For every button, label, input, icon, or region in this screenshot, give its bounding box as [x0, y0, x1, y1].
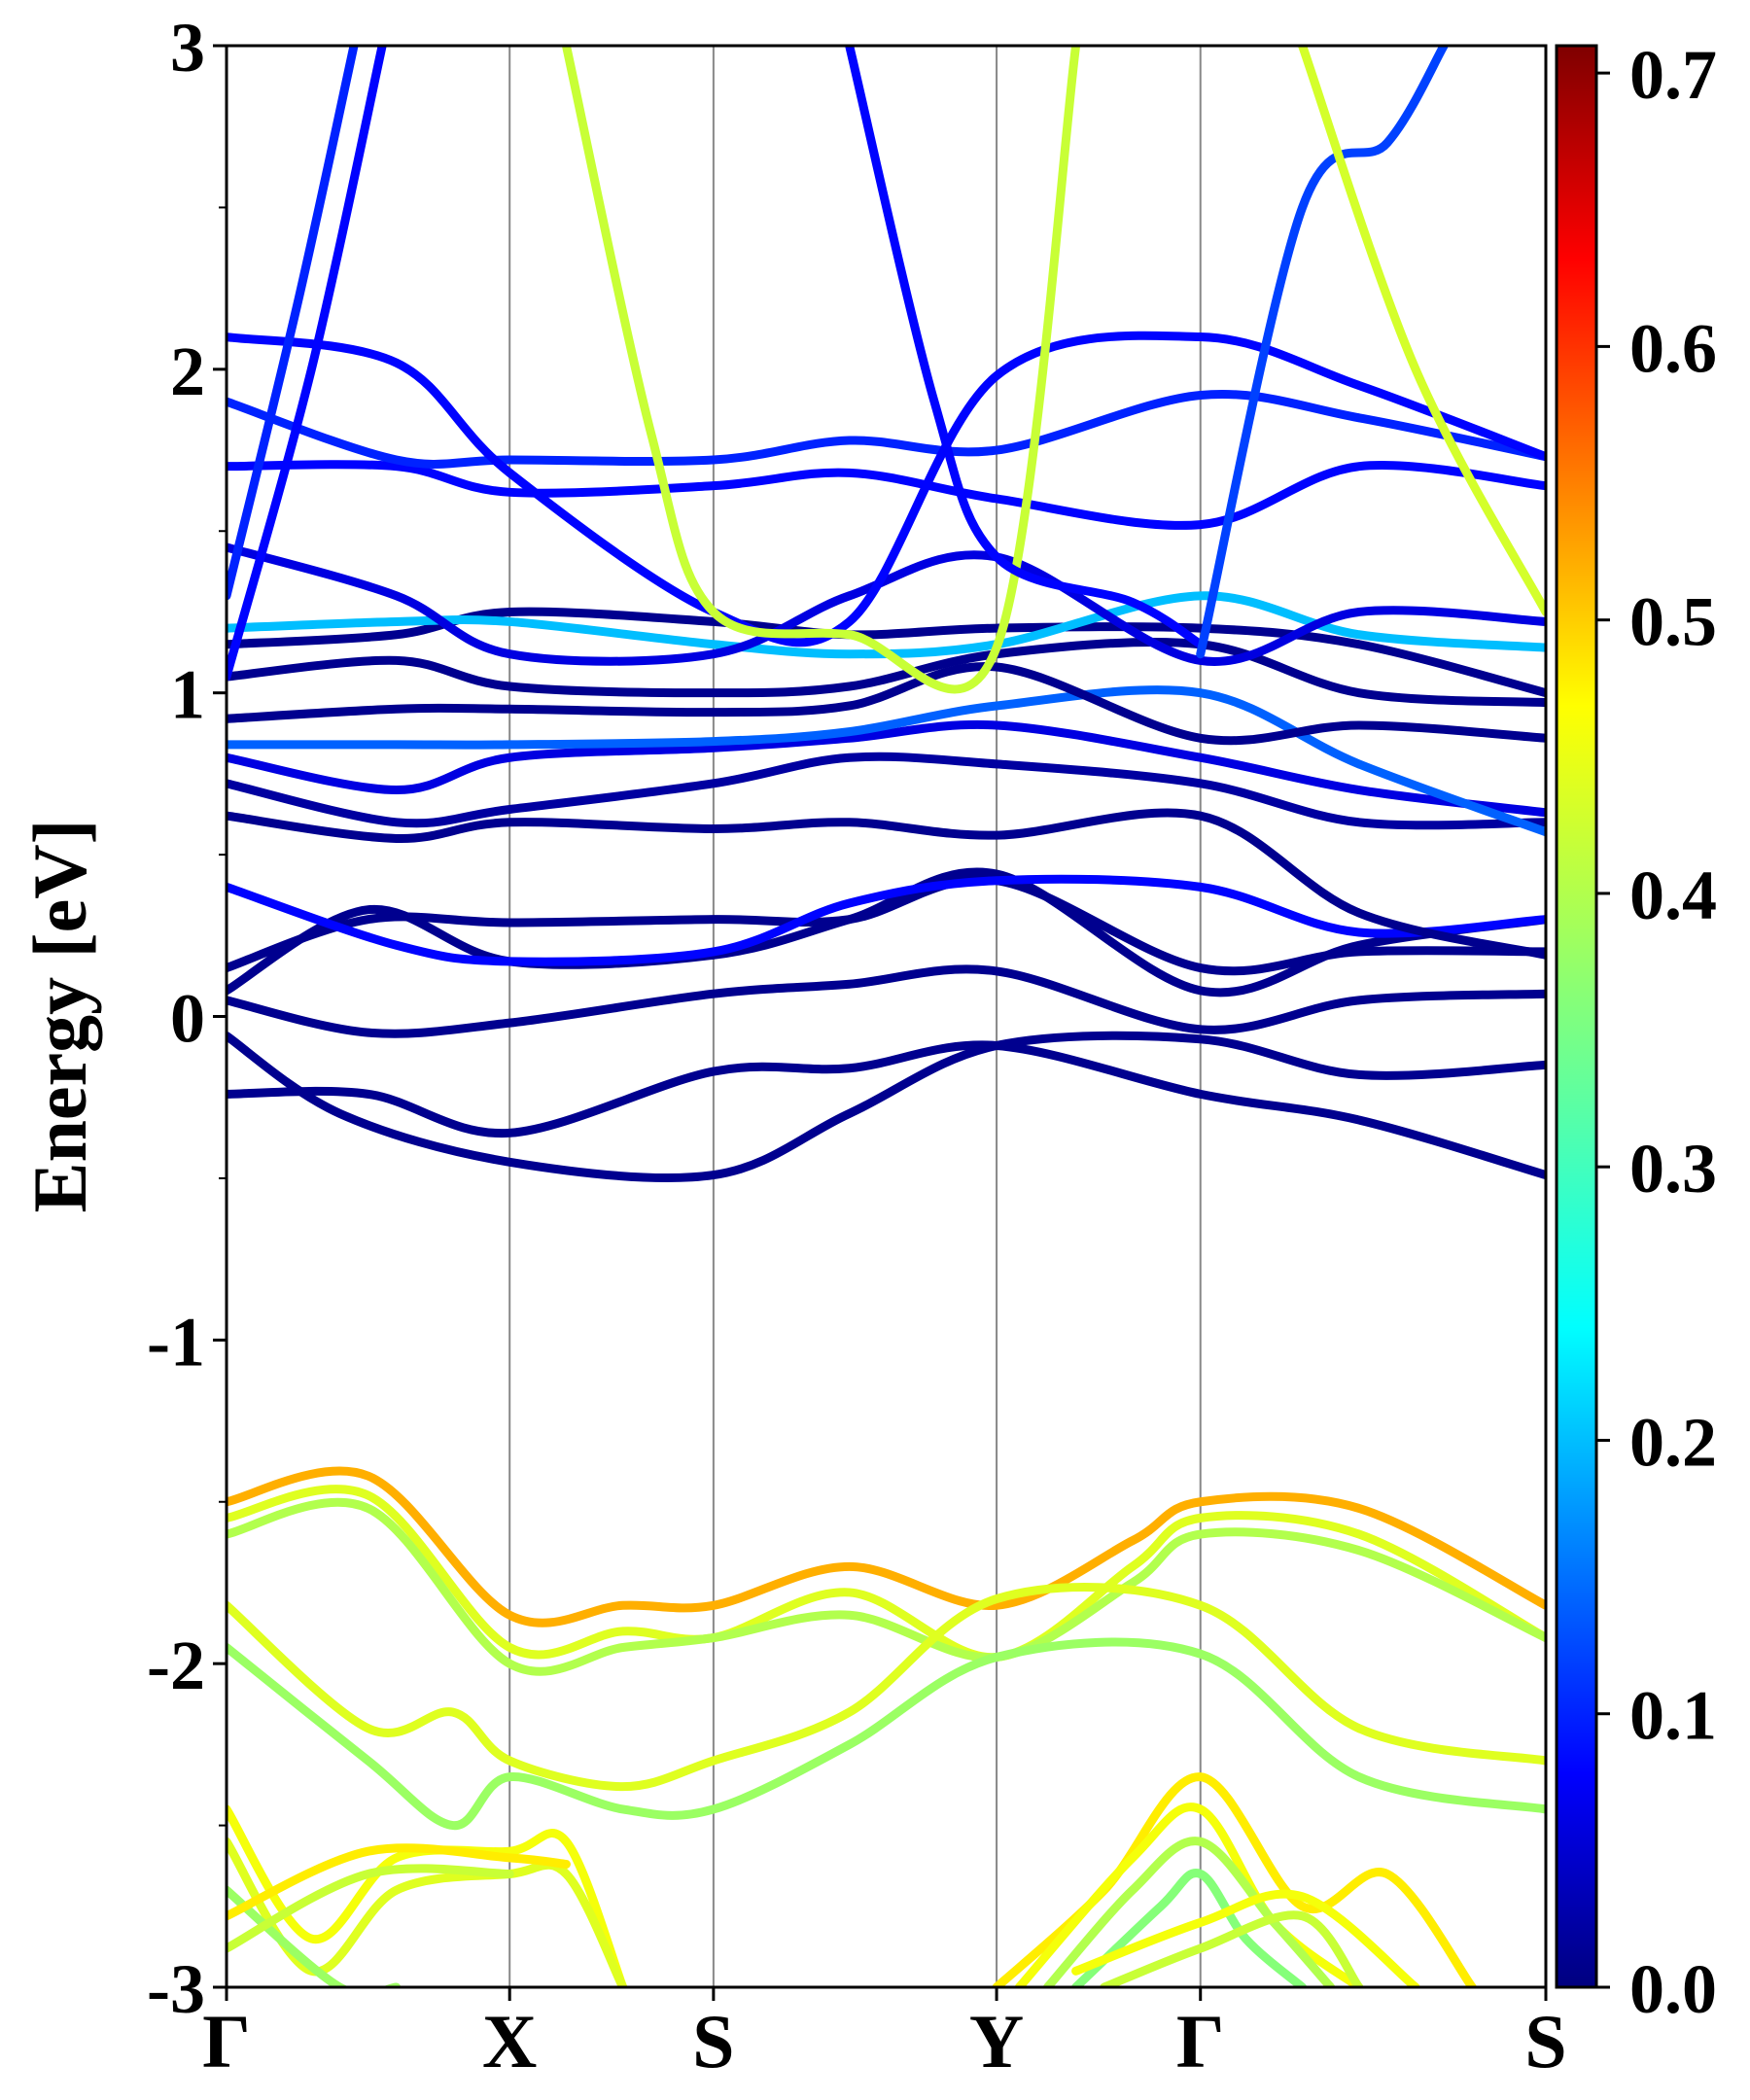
colorbar: 0.0 0.1 0.2 0.3 0.4 0.5 0.6 0.7	[1555, 36, 1717, 2028]
y-tick-label: 0	[170, 980, 205, 1058]
band-line	[845, 46, 1206, 649]
y-axis-label: Energy [eV]	[18, 819, 102, 1212]
y-tick-label: -1	[147, 1303, 205, 1381]
band-line	[227, 1885, 402, 1987]
y-axis-ticks: 3 2 1 0 -1 -2 -3	[147, 9, 227, 2028]
colorbar-tick-label: 0.7	[1629, 36, 1717, 114]
band-line	[227, 752, 1546, 830]
band-line	[227, 1040, 1546, 1180]
band-line	[227, 389, 1546, 469]
band-line	[227, 46, 359, 601]
band-line	[227, 1485, 1546, 1662]
band-line	[227, 331, 1546, 648]
colorbar-tick-label: 0.4	[1629, 857, 1717, 934]
band-line	[1100, 1910, 1364, 1987]
band-line	[227, 1637, 1546, 1831]
band-lines	[227, 46, 1546, 1987]
band-line	[227, 1864, 514, 1953]
band-line	[227, 542, 1546, 666]
y-tick-label: -3	[147, 1950, 205, 2028]
band-line	[227, 874, 1546, 966]
x-tick-label: X	[482, 1999, 537, 2083]
band-line	[227, 719, 1546, 818]
colorbar-ticks: 0.0 0.1 0.2 0.3 0.4 0.5 0.6 0.7	[1596, 36, 1717, 2028]
band-line	[227, 1843, 571, 1921]
band-line	[227, 638, 1546, 708]
band-line	[227, 685, 1546, 837]
band-line	[1298, 46, 1546, 616]
colorbar-tick-label: 0.0	[1629, 1950, 1717, 2028]
band-line	[227, 808, 1546, 960]
y-tick-label: 3	[170, 9, 205, 87]
x-tick-label: S	[1524, 1999, 1566, 2083]
band-line	[227, 964, 1546, 1038]
band-line	[561, 46, 1081, 694]
band-line	[1071, 1889, 1420, 1987]
y-tick-label: 1	[170, 656, 205, 734]
band-line	[1042, 1837, 1336, 1987]
y-tick-label: 2	[170, 332, 205, 410]
band-line	[227, 46, 387, 682]
colorbar-tick-label: 0.1	[1629, 1677, 1717, 1755]
band-line	[1196, 46, 1449, 659]
band-line	[227, 1497, 1546, 1676]
x-tick-label: Γ	[202, 1999, 251, 2083]
colorbar-tick-label: 0.2	[1629, 1403, 1717, 1481]
band-line	[227, 661, 1546, 746]
x-tick-label: Y	[969, 1999, 1024, 2083]
plot-area: 3 2 1 0 -1 -2 -3 Γ X S Y Γ S	[147, 9, 1567, 2083]
band-line	[227, 460, 1546, 530]
band-line	[1071, 1869, 1308, 1987]
plot-background	[227, 46, 1546, 1987]
colorbar-tick-label: 0.5	[1629, 583, 1717, 661]
band-line	[227, 1466, 1546, 1628]
colorbar-tick-label: 0.6	[1629, 309, 1717, 387]
band-line	[227, 1583, 1546, 1792]
colorbar-gradient	[1555, 44, 1598, 1989]
colorbar-tick-label: 0.3	[1629, 1130, 1717, 1208]
band-line	[227, 867, 1546, 998]
band-line	[227, 1031, 1546, 1182]
x-tick-label: Γ	[1176, 1999, 1225, 2083]
y-tick-label: -2	[147, 1627, 205, 1704]
x-tick-label: S	[692, 1999, 734, 2083]
